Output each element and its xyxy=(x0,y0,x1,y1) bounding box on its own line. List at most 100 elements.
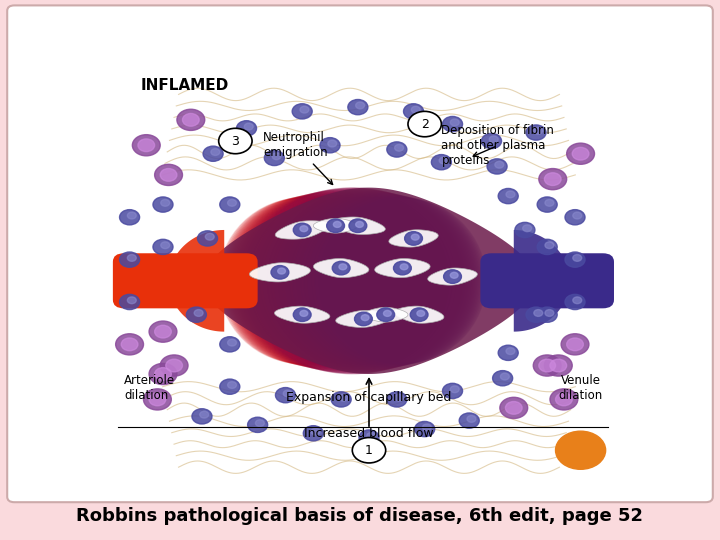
Circle shape xyxy=(490,136,498,143)
Ellipse shape xyxy=(235,192,426,369)
Circle shape xyxy=(411,234,419,240)
Polygon shape xyxy=(374,259,430,278)
Circle shape xyxy=(348,99,368,114)
Text: Venule
dilation: Venule dilation xyxy=(559,374,603,402)
Ellipse shape xyxy=(240,190,441,372)
Circle shape xyxy=(384,310,391,316)
Ellipse shape xyxy=(315,198,485,364)
Circle shape xyxy=(450,272,458,278)
Text: 1: 1 xyxy=(365,444,373,457)
Circle shape xyxy=(526,307,546,322)
Circle shape xyxy=(248,417,268,433)
Circle shape xyxy=(556,431,606,469)
Circle shape xyxy=(236,120,256,136)
Circle shape xyxy=(303,426,323,441)
Circle shape xyxy=(333,221,341,227)
Circle shape xyxy=(573,297,582,303)
Polygon shape xyxy=(313,218,358,233)
Circle shape xyxy=(515,222,535,238)
Ellipse shape xyxy=(256,189,462,373)
Circle shape xyxy=(408,111,441,137)
Circle shape xyxy=(228,199,236,206)
Circle shape xyxy=(405,232,423,245)
Circle shape xyxy=(377,308,395,321)
Circle shape xyxy=(293,223,311,237)
Polygon shape xyxy=(330,217,385,234)
Circle shape xyxy=(272,153,281,160)
Circle shape xyxy=(573,254,582,261)
Circle shape xyxy=(349,219,366,233)
Circle shape xyxy=(366,433,376,439)
Circle shape xyxy=(550,359,567,372)
Circle shape xyxy=(506,348,515,354)
Circle shape xyxy=(505,402,522,414)
Circle shape xyxy=(331,392,351,407)
Polygon shape xyxy=(364,307,408,322)
Circle shape xyxy=(219,129,252,154)
Circle shape xyxy=(431,154,451,170)
Ellipse shape xyxy=(307,197,482,365)
Polygon shape xyxy=(168,230,224,332)
Circle shape xyxy=(410,308,428,321)
Circle shape xyxy=(276,388,295,403)
Circle shape xyxy=(565,252,585,267)
Circle shape xyxy=(143,389,171,410)
Ellipse shape xyxy=(282,193,472,369)
Circle shape xyxy=(537,239,557,254)
Circle shape xyxy=(244,123,253,130)
Circle shape xyxy=(161,355,188,376)
Ellipse shape xyxy=(289,194,474,368)
Circle shape xyxy=(311,428,320,435)
Circle shape xyxy=(545,309,554,316)
Circle shape xyxy=(361,315,369,321)
Circle shape xyxy=(506,191,515,198)
Circle shape xyxy=(127,212,136,219)
Polygon shape xyxy=(514,230,570,332)
Circle shape xyxy=(166,359,182,372)
Circle shape xyxy=(356,221,364,227)
Circle shape xyxy=(228,382,236,388)
Ellipse shape xyxy=(312,197,483,364)
Ellipse shape xyxy=(243,189,449,373)
Circle shape xyxy=(498,188,518,204)
Ellipse shape xyxy=(246,188,456,374)
Polygon shape xyxy=(389,230,438,247)
Circle shape xyxy=(264,150,284,166)
Circle shape xyxy=(160,168,177,181)
Circle shape xyxy=(403,104,423,119)
Circle shape xyxy=(211,148,220,156)
Circle shape xyxy=(467,415,476,422)
Circle shape xyxy=(567,338,583,350)
Circle shape xyxy=(121,338,138,350)
Circle shape xyxy=(256,420,264,427)
Circle shape xyxy=(354,312,372,326)
Ellipse shape xyxy=(271,191,467,370)
Text: 3: 3 xyxy=(231,134,239,147)
Circle shape xyxy=(283,390,292,397)
Circle shape xyxy=(415,421,435,437)
Text: Arteriole
dilation: Arteriole dilation xyxy=(124,374,175,402)
Circle shape xyxy=(155,368,171,380)
Circle shape xyxy=(155,325,171,338)
Circle shape xyxy=(116,334,143,355)
Circle shape xyxy=(395,144,403,151)
Circle shape xyxy=(203,146,223,161)
Circle shape xyxy=(293,308,311,321)
Circle shape xyxy=(487,159,507,174)
Circle shape xyxy=(545,199,554,206)
Circle shape xyxy=(450,119,459,126)
Text: 2: 2 xyxy=(420,118,428,131)
Circle shape xyxy=(411,106,420,113)
Circle shape xyxy=(395,394,403,401)
Circle shape xyxy=(356,102,364,109)
Circle shape xyxy=(332,261,350,275)
Circle shape xyxy=(573,212,582,219)
Circle shape xyxy=(138,139,155,152)
Ellipse shape xyxy=(297,195,477,367)
Circle shape xyxy=(186,307,207,322)
Circle shape xyxy=(544,173,561,186)
Circle shape xyxy=(482,133,502,148)
Circle shape xyxy=(155,164,182,186)
FancyBboxPatch shape xyxy=(480,253,614,308)
Circle shape xyxy=(495,161,504,168)
